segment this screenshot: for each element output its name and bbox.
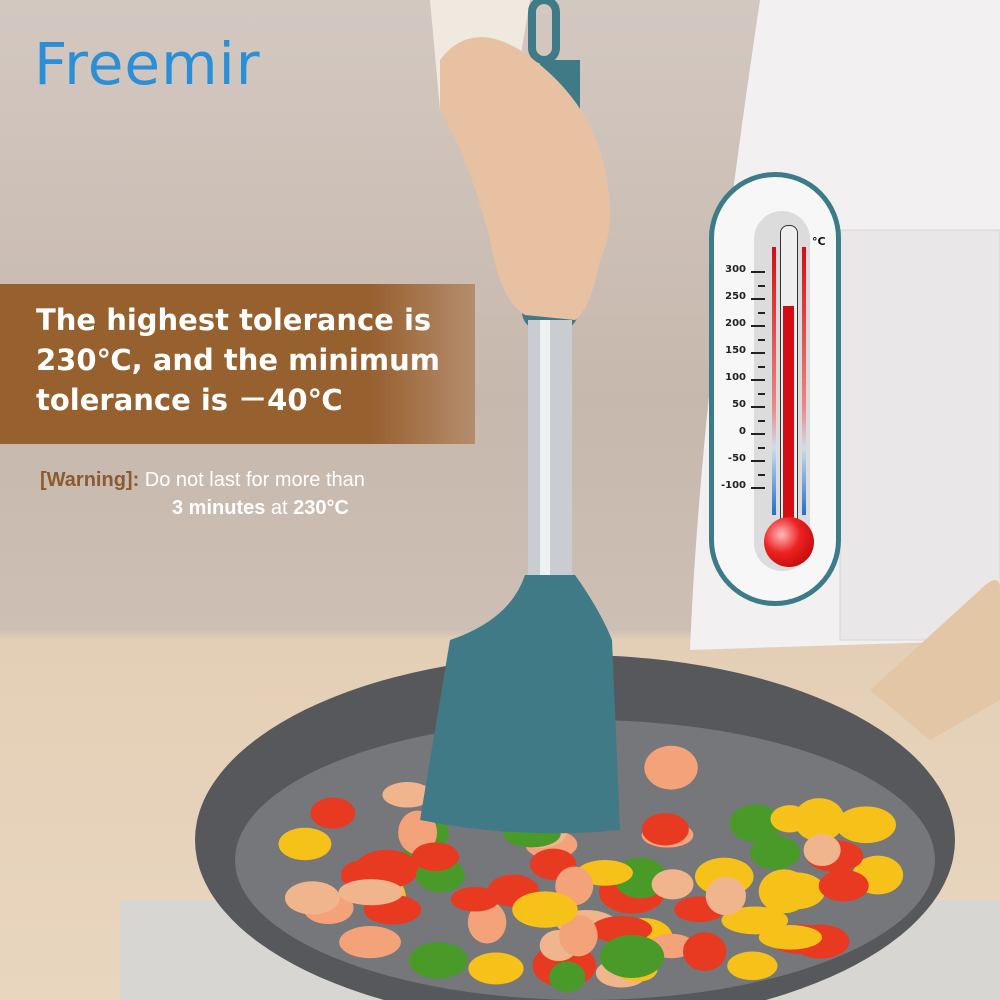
minor-tick-mark <box>758 365 765 368</box>
minor-tick-mark <box>758 311 765 314</box>
food-piece <box>310 797 356 829</box>
scale-bar-left <box>772 247 776 515</box>
food-piece <box>644 745 698 790</box>
food-piece <box>559 914 598 957</box>
food-piece <box>339 925 401 959</box>
unit-label: °C <box>812 235 826 248</box>
food-piece <box>721 906 789 935</box>
thermometer-icon: °C 300 250 200 150 100 50 0 -50 -100 <box>709 172 841 606</box>
thermometer-fluid <box>783 306 794 537</box>
food-piece <box>651 869 694 900</box>
food-piece <box>758 925 823 950</box>
food-piece <box>770 805 810 833</box>
food-piece <box>758 869 810 914</box>
food-piece <box>338 879 404 906</box>
tick-label: 150 <box>725 345 746 356</box>
food <box>278 745 904 993</box>
tick-label: -50 <box>727 453 746 464</box>
food-piece <box>549 961 586 993</box>
tick-label: -100 <box>720 480 746 491</box>
tick-label: 50 <box>732 399 746 410</box>
tick-label: 300 <box>725 264 746 275</box>
food-piece <box>705 876 746 916</box>
food-piece <box>727 951 778 981</box>
tick-mark <box>751 352 765 354</box>
spatula-loop <box>528 0 560 64</box>
food-piece <box>599 934 665 978</box>
headline-line-3: tolerance is －40℃ <box>36 383 343 417</box>
tick-label: 0 <box>739 426 746 437</box>
food-piece <box>818 869 869 902</box>
food-piece <box>467 900 507 944</box>
pan-handle <box>870 580 1000 740</box>
brand-logo: Freemir <box>34 30 261 98</box>
thermometer-bulb <box>764 517 814 567</box>
headline-banner <box>0 284 475 444</box>
headline-line-1: The highest tolerance is <box>36 303 432 337</box>
minor-tick-mark <box>758 284 765 287</box>
minor-tick-mark <box>758 338 765 341</box>
food-piece <box>750 835 801 870</box>
spatula-head <box>420 575 620 834</box>
scale-bar-right <box>802 247 806 515</box>
warning-at: at <box>270 497 288 519</box>
tick-mark <box>751 406 765 408</box>
tick-mark <box>751 487 765 489</box>
spatula-shaft-highlight <box>540 320 550 580</box>
food-piece <box>803 834 841 867</box>
warning-label: [Warning]: <box>40 469 140 491</box>
food-piece <box>793 798 845 842</box>
headline: The highest tolerance is 230℃, and the m… <box>36 300 440 420</box>
minor-tick-mark <box>758 446 765 449</box>
minor-tick-mark <box>758 392 765 395</box>
tick-label: 250 <box>725 291 746 302</box>
tick-label: 100 <box>725 372 746 383</box>
minor-tick-mark <box>758 419 765 422</box>
food-piece <box>450 886 500 912</box>
food-piece <box>408 941 468 979</box>
headline-line-2: 230℃, and the minimum <box>36 343 440 377</box>
food-piece <box>284 881 340 915</box>
food-piece <box>411 842 459 871</box>
food-piece <box>836 806 896 844</box>
warning-duration: 3 minutes <box>172 497 266 519</box>
apron-pocket <box>839 229 1000 641</box>
warning-text: Do not last for more than <box>144 469 365 491</box>
hand <box>440 37 610 321</box>
food-piece <box>354 849 419 889</box>
tick-mark <box>751 379 765 381</box>
warning-note: [Warning]: Do not last for more than 3 m… <box>40 466 365 522</box>
food-piece <box>682 932 727 972</box>
tick-mark <box>751 433 765 435</box>
tick-mark <box>751 298 765 300</box>
warning-temperature: 230°C <box>293 497 349 519</box>
tick-mark <box>751 271 765 273</box>
food-piece <box>382 782 433 808</box>
tick-mark <box>751 460 765 462</box>
food-piece <box>278 827 332 861</box>
tick-label: 200 <box>725 318 746 329</box>
food-piece <box>729 804 782 843</box>
food-piece <box>468 952 524 985</box>
food-piece <box>512 891 578 928</box>
food-piece <box>641 813 689 846</box>
minor-tick-mark <box>758 473 765 476</box>
tick-mark <box>751 325 765 327</box>
